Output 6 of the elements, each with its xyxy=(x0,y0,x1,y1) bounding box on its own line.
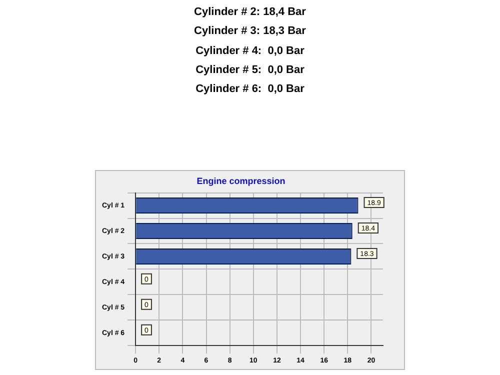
text: Cylinder # 4: 0,0 Bar xyxy=(194,44,306,59)
text: Cylinder # 3: 18,3 Bar xyxy=(193,24,307,40)
text: Cylinder # 5: 0,0 Bar xyxy=(194,62,306,78)
chart-title: Engine compression xyxy=(196,176,286,186)
text: Cylinder # 2: 18,4 Bar xyxy=(193,5,307,20)
text: Cylinder # 6: 0,0 Bar xyxy=(194,82,306,98)
